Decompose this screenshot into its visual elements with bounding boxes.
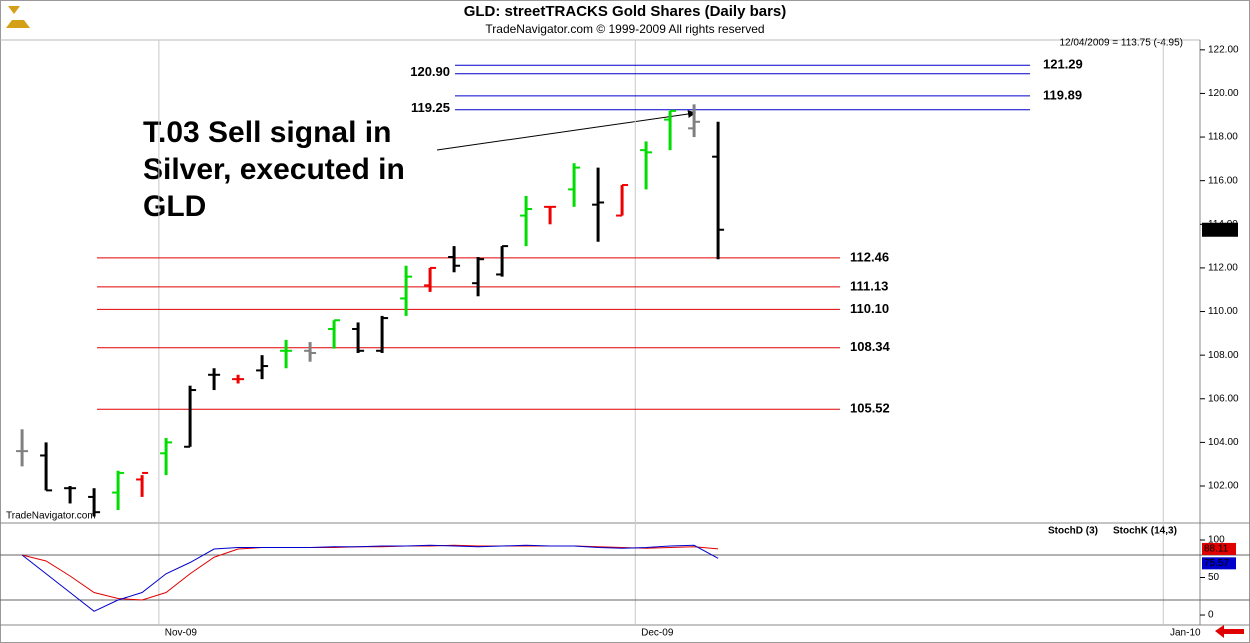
stoch-line (21, 544, 719, 612)
support-label: 110.10 (850, 301, 889, 316)
logo (6, 6, 30, 28)
x-tick-label: Jan-10 (1170, 628, 1201, 639)
legend-entry: StochK (14,3) (1113, 526, 1177, 537)
support-label: 111.13 (850, 278, 888, 293)
annotation: Silver, executed in (143, 153, 405, 186)
resistance-label: 120.90 (410, 64, 450, 79)
resistance-label: 119.25 (411, 100, 450, 115)
status: 12/04/2009 = 113.75 (-4.95) (1059, 38, 1183, 49)
title: GLD: streetTRACKS Gold Shares (Daily bar… (464, 3, 787, 20)
y-tick-label: 106.00 (1208, 393, 1239, 404)
annotation: GLD (143, 190, 206, 223)
y-tick-label: 118.00 (1208, 132, 1238, 143)
value-box (1202, 542, 1236, 555)
annotation-arrow (436, 110, 696, 151)
resistance-label: 121.29 (1043, 57, 1083, 72)
support-label: 105.52 (850, 401, 890, 416)
x-tick-label: Nov-09 (165, 628, 198, 639)
y-tick-label: 50 (1208, 572, 1220, 583)
y-tick-label: 112.00 (1208, 263, 1238, 274)
y-tick-label: 104.00 (1208, 437, 1239, 448)
last-price-box (1202, 222, 1238, 237)
y-tick-label: 116.00 (1208, 175, 1238, 186)
resistance-label: 119.89 (1043, 87, 1082, 102)
y-tick-label: 0 (1208, 610, 1214, 621)
support-label: 108.34 (850, 339, 891, 354)
legend-entry: StochD (3) (1048, 526, 1098, 537)
y-tick-label: 110.00 (1208, 306, 1238, 317)
annotation: T.03 Sell signal in (143, 116, 391, 149)
watermark: TradeNavigator.com (6, 511, 96, 522)
y-tick-label: 108.00 (1208, 350, 1239, 361)
y-tick-label: 122.00 (1208, 44, 1239, 55)
y-tick-label: 120.00 (1208, 88, 1239, 99)
y-tick-label: 100 (1208, 535, 1225, 546)
value-box-label: 88.11 (1204, 544, 1229, 555)
subtitle: TradeNavigator.com © 1999-2009 All right… (485, 22, 764, 36)
value-box-label: 75.57 (1204, 558, 1229, 569)
support-label: 112.46 (850, 249, 889, 264)
value-box (1202, 557, 1236, 570)
x-tick-label: Dec-09 (641, 628, 674, 639)
y-tick-label: 102.00 (1208, 481, 1239, 492)
last-price: 113.75 (1204, 224, 1234, 235)
scroll-arrow[interactable] (1215, 625, 1244, 638)
